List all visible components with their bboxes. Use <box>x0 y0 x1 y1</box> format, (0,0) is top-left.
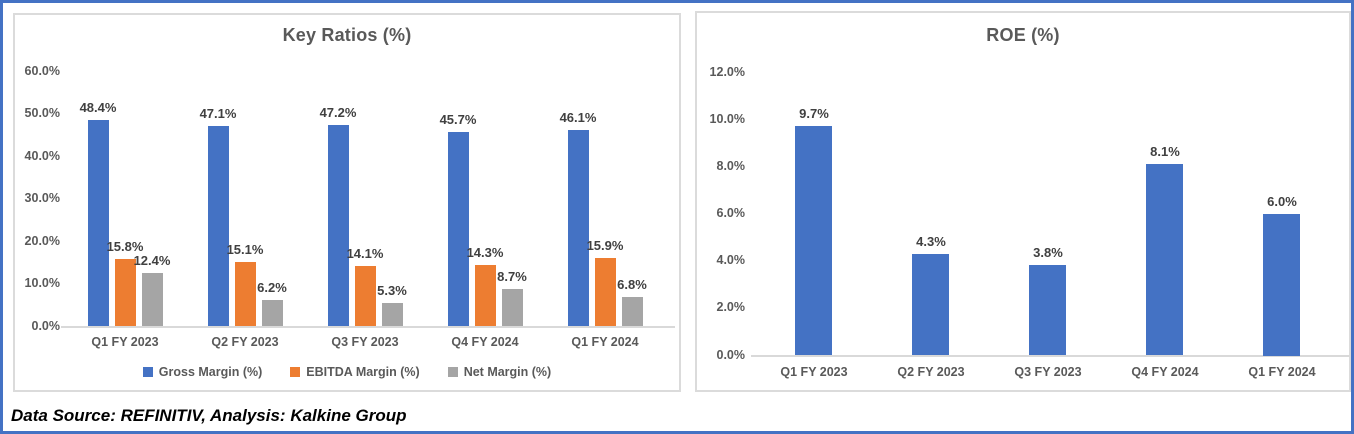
x-axis-category-label: Q4 FY 2024 <box>1131 365 1199 379</box>
chart-bar-net-margin-q2-fy-2023 <box>262 300 283 326</box>
chart-bar-ebitda-margin-q4-fy-2024 <box>475 265 496 326</box>
x-axis-category-label: Q1 FY 2024 <box>571 335 639 349</box>
y-axis-tick-label: 4.0% <box>716 253 746 267</box>
chart-bar-roe-q1-fy-2023 <box>795 126 832 355</box>
data-label-gross-margin-q2-fy-2023: 47.1% <box>199 106 237 121</box>
x-axis-category-label: Q3 FY 2023 <box>1014 365 1082 379</box>
legend-label: Net Margin (%) <box>463 365 552 379</box>
x-axis-line <box>61 326 675 328</box>
chart-bar-ebitda-margin-q1-fy-2024 <box>595 258 616 326</box>
data-label-net-margin-q1-fy-2023: 12.4% <box>133 253 171 268</box>
legend-swatch-icon <box>447 367 458 377</box>
legend-item-net-margin: Net Margin (%) <box>447 365 552 379</box>
legend-swatch-icon <box>142 367 153 377</box>
chart-bar-ebitda-margin-q3-fy-2023 <box>355 266 376 326</box>
y-axis-tick-label: 40.0% <box>24 149 60 163</box>
y-axis-tick-label: 2.0% <box>716 300 746 314</box>
data-label-roe-q4-fy-2024: 8.1% <box>1150 144 1180 159</box>
key-ratios-chart-panel: Key Ratios (%) 0.0% 10.0% 20.0% 30.0% 40.0% 50… <box>13 13 681 392</box>
x-axis-category-label: Q2 FY 2023 <box>897 365 965 379</box>
data-label-net-margin-q3-fy-2023: 5.3% <box>377 283 407 298</box>
y-axis-tick-label: 8.0% <box>716 159 746 173</box>
y-axis-tick-label: 0.0% <box>31 319 61 333</box>
x-axis-category-label: Q1 FY 2023 <box>780 365 848 379</box>
data-label-gross-margin-q1-fy-2023: 48.4% <box>79 100 117 115</box>
chart-bar-gross-margin-q3-fy-2023 <box>328 125 349 326</box>
chart-bar-roe-q1-fy-2024 <box>1263 214 1300 356</box>
data-label-roe-q2-fy-2023: 4.3% <box>916 234 946 249</box>
chart-bar-ebitda-margin-q1-fy-2023 <box>115 259 136 326</box>
y-axis-tick-label: 10.0% <box>709 112 745 126</box>
data-label-gross-margin-q4-fy-2024: 45.7% <box>439 112 477 127</box>
chart-bar-net-margin-q3-fy-2023 <box>382 303 403 326</box>
chart-bar-roe-q2-fy-2023 <box>912 254 949 355</box>
legend-label: Gross Margin (%) <box>158 365 263 379</box>
y-axis-tick-label: 30.0% <box>24 191 60 205</box>
x-axis-category-label: Q2 FY 2023 <box>211 335 279 349</box>
data-label-net-margin-q2-fy-2023: 6.2% <box>257 280 287 295</box>
y-axis-tick-label: 20.0% <box>24 234 60 248</box>
data-label-gross-margin-q1-fy-2024: 46.1% <box>559 110 597 125</box>
data-label-ebitda-margin-q3-fy-2023: 14.1% <box>346 246 384 261</box>
chart-legend: Gross Margin (%) EBITDA Margin (%) Net Mar… <box>15 365 679 379</box>
chart-bar-gross-margin-q4-fy-2024 <box>448 132 469 326</box>
data-label-roe-q1-fy-2023: 9.7% <box>799 106 829 121</box>
legend-item-ebitda-margin: EBITDA Margin (%) <box>290 365 420 379</box>
x-axis-category-label: Q3 FY 2023 <box>331 335 399 349</box>
data-label-gross-margin-q3-fy-2023: 47.2% <box>319 105 357 120</box>
y-axis-tick-label: 50.0% <box>24 106 60 120</box>
chart-bar-gross-margin-q2-fy-2023 <box>208 126 229 326</box>
chart-bar-gross-margin-q1-fy-2023 <box>88 120 109 326</box>
x-axis-line <box>751 355 1350 357</box>
chart-bar-gross-margin-q1-fy-2024 <box>568 130 589 326</box>
legend-swatch-icon <box>290 367 301 377</box>
data-label-roe-q3-fy-2023: 3.8% <box>1033 245 1063 260</box>
y-axis-tick-label: 60.0% <box>24 64 60 78</box>
data-label-roe-q1-fy-2024: 6.0% <box>1267 194 1297 209</box>
roe-chart-panel: ROE (%) 0.0% 2.0% 4.0% 6.0% 8.0% 10.0% 12.0% 9.7… <box>695 11 1351 392</box>
y-axis-tick-label: 0.0% <box>716 348 746 362</box>
data-label-net-margin-q4-fy-2024: 8.7% <box>497 269 527 284</box>
chart-bar-roe-q3-fy-2023 <box>1029 265 1066 355</box>
legend-label: EBITDA Margin (%) <box>306 365 420 379</box>
chart-bar-net-margin-q1-fy-2023 <box>142 273 163 326</box>
chart-bar-roe-q4-fy-2024 <box>1146 164 1183 355</box>
chart-bar-net-margin-q4-fy-2024 <box>502 289 523 326</box>
y-axis-tick-label: 6.0% <box>716 206 746 220</box>
data-source-note: Data Source: REFINITIV, Analysis: Kalkin… <box>11 406 407 425</box>
x-axis-category-label: Q4 FY 2024 <box>451 335 519 349</box>
y-axis-tick-label: 10.0% <box>24 276 60 290</box>
chart-bar-ebitda-margin-q2-fy-2023 <box>235 262 256 326</box>
data-label-ebitda-margin-q1-fy-2023: 15.8% <box>106 239 144 254</box>
data-label-net-margin-q1-fy-2024: 6.8% <box>617 277 647 292</box>
chart-title: ROE (%) <box>986 25 1060 45</box>
chart-bar-net-margin-q1-fy-2024 <box>622 297 643 326</box>
data-label-ebitda-margin-q2-fy-2023: 15.1% <box>226 242 264 257</box>
chart-title: Key Ratios (%) <box>282 25 412 45</box>
x-axis-category-label: Q1 FY 2024 <box>1248 365 1316 379</box>
y-axis-tick-label: 12.0% <box>709 65 745 79</box>
legend-item-gross-margin: Gross Margin (%) <box>142 365 263 379</box>
data-label-ebitda-margin-q1-fy-2024: 15.9% <box>586 238 624 253</box>
x-axis-category-label: Q1 FY 2023 <box>91 335 159 349</box>
data-label-ebitda-margin-q4-fy-2024: 14.3% <box>466 245 504 260</box>
